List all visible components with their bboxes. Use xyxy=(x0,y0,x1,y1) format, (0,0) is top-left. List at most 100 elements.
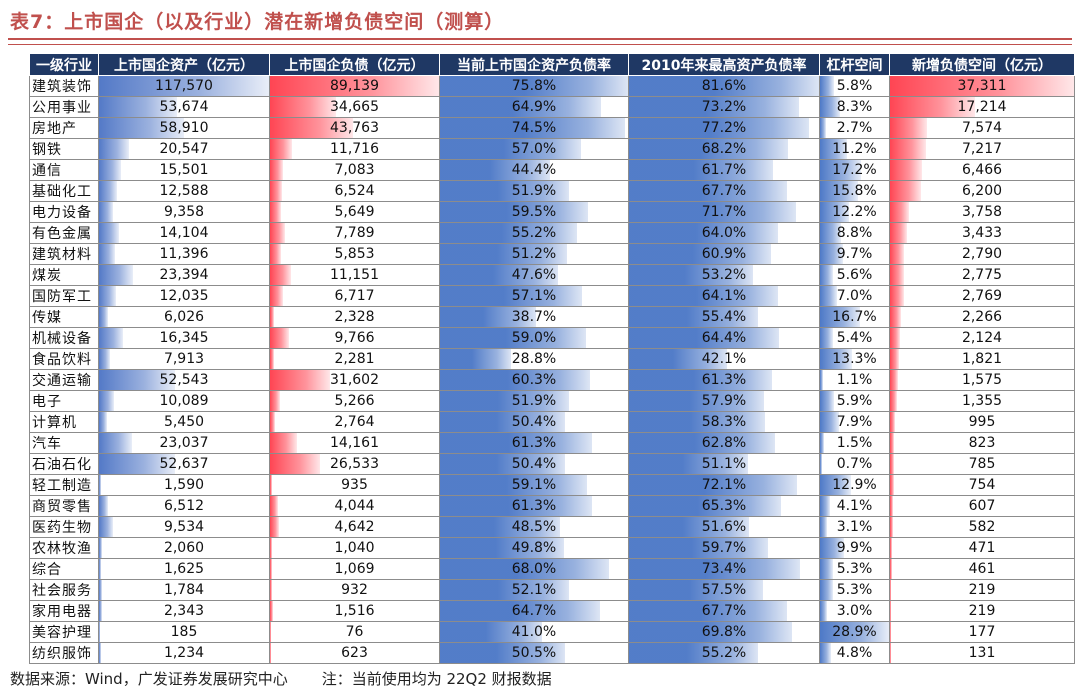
cell-value: 55.2% xyxy=(511,225,557,241)
data-bar-assets xyxy=(99,496,109,516)
cell-ratio: 48.5% xyxy=(439,516,629,538)
data-bar-ratio xyxy=(440,349,512,369)
data-bar-new-debt xyxy=(890,181,921,201)
table-row: 钢铁 20,547 11,716 57.0% 68.2% 11.2% 7,217 xyxy=(29,138,1075,160)
data-bar-liabilities xyxy=(270,223,285,243)
data-bar-liabilities xyxy=(270,643,272,663)
cell-new-debt: 6,200 xyxy=(889,180,1075,202)
cell-value: 995 xyxy=(968,414,996,430)
data-bar-new-debt xyxy=(890,391,897,411)
cell-value: 61.3% xyxy=(511,498,557,514)
data-bar-liabilities xyxy=(270,286,283,306)
cell-value: 7,913 xyxy=(163,351,205,367)
cell-value: 5,450 xyxy=(163,414,205,430)
cell-ratio: 51.2% xyxy=(439,243,629,265)
cell-value: 43,763 xyxy=(330,120,379,136)
data-bar-assets xyxy=(99,517,113,537)
data-bar-liabilities xyxy=(270,601,273,621)
data-bar-assets xyxy=(99,559,102,579)
cell-value: 9,534 xyxy=(163,519,205,535)
cell-value: 38.7% xyxy=(511,309,557,325)
cell-new-debt: 219 xyxy=(889,579,1075,601)
data-bar-liabilities xyxy=(270,412,276,432)
data-bar-new-debt xyxy=(890,118,928,138)
header-col-leverage: 杠杆空间 xyxy=(819,53,890,76)
header-col-liabilities: 上市国企负债（亿元） xyxy=(269,53,440,76)
cell-value: 11,716 xyxy=(330,141,379,157)
cell-liabilities: 5,266 xyxy=(269,390,440,412)
cell-value: 461 xyxy=(968,561,996,577)
cell-industry: 传媒 xyxy=(29,306,99,328)
cell-value: 67.7% xyxy=(701,183,747,199)
cell-value: 67.7% xyxy=(701,603,747,619)
cell-max-ratio: 73.4% xyxy=(628,558,820,580)
cell-leverage: 11.2% xyxy=(819,138,890,160)
cell-value: 2.7% xyxy=(836,120,873,136)
cell-value: 2,060 xyxy=(163,540,205,556)
data-bar-assets xyxy=(99,223,120,243)
cell-value: 55.4% xyxy=(701,309,747,325)
cell-value: 57.9% xyxy=(701,393,747,409)
cell-new-debt: 7,217 xyxy=(889,138,1075,160)
cell-new-debt: 461 xyxy=(889,558,1075,580)
cell-leverage: 2.7% xyxy=(819,117,890,139)
cell-liabilities: 1,516 xyxy=(269,600,440,622)
table-row: 基础化工 12,588 6,524 51.9% 67.7% 15.8% 6,200 xyxy=(29,180,1075,202)
cell-new-debt: 131 xyxy=(889,642,1075,664)
cell-value: 52,637 xyxy=(159,456,209,472)
data-bar-liabilities xyxy=(270,202,281,222)
cell-value: 14,104 xyxy=(159,225,209,241)
cell-assets: 2,343 xyxy=(98,600,270,622)
data-bar-liabilities xyxy=(270,244,282,264)
cell-value: 69.8% xyxy=(701,624,747,640)
cell-value: 5,853 xyxy=(334,246,375,262)
cell-value: 75.8% xyxy=(511,78,557,94)
cell-industry: 建筑材料 xyxy=(29,243,99,265)
title-divider-thin xyxy=(8,44,1072,45)
cell-value: 9.9% xyxy=(836,540,873,556)
cell-ratio: 57.0% xyxy=(439,138,629,160)
data-bar-ratio xyxy=(440,139,582,159)
cell-value: 12,035 xyxy=(159,288,209,304)
table-row: 农林牧渔 2,060 1,040 49.8% 59.7% 9.9% 471 xyxy=(29,537,1075,559)
footer-note: 注：当前使用均为 22Q2 财报数据 xyxy=(321,670,552,688)
cell-value: 1,069 xyxy=(334,561,375,577)
cell-max-ratio: 64.4% xyxy=(628,327,820,349)
cell-value: 6,466 xyxy=(961,162,1003,178)
table-row: 建筑装饰 117,570 89,139 75.8% 81.6% 5.8% 37,311 xyxy=(29,75,1075,97)
cell-value: 5.3% xyxy=(836,582,873,598)
cell-value: 68.2% xyxy=(701,141,747,157)
data-bar-new-debt xyxy=(890,559,893,579)
cell-industry: 社会服务 xyxy=(29,579,99,601)
data-bar-new-debt xyxy=(890,580,892,600)
cell-new-debt: 219 xyxy=(889,600,1075,622)
cell-liabilities: 31,602 xyxy=(269,369,440,391)
data-bar-assets xyxy=(99,202,113,222)
data-bar-liabilities xyxy=(270,349,275,369)
cell-industry: 公用事业 xyxy=(29,96,99,118)
cell-assets: 23,037 xyxy=(98,432,270,454)
cell-max-ratio: 64.0% xyxy=(628,222,820,244)
data-bar-new-debt xyxy=(890,286,904,306)
cell-value: 13.3% xyxy=(832,351,877,367)
header-col-assets: 上市国企资产（亿元） xyxy=(98,53,270,76)
cell-industry: 建筑装饰 xyxy=(29,75,99,97)
cell-value: 51.2% xyxy=(511,246,557,262)
cell-assets: 1,234 xyxy=(98,642,270,664)
cell-value: 1,590 xyxy=(163,477,205,493)
cell-value: 7.0% xyxy=(836,288,873,304)
cell-new-debt: 6,466 xyxy=(889,159,1075,181)
data-bar-liabilities xyxy=(270,538,272,558)
cell-value: 219 xyxy=(968,603,996,619)
data-bar-new-debt xyxy=(890,349,899,369)
cell-max-ratio: 69.8% xyxy=(628,621,820,643)
data-bar-ratio xyxy=(440,286,582,306)
cell-leverage: 3.0% xyxy=(819,600,890,622)
cell-leverage: 13.3% xyxy=(819,348,890,370)
table-row: 汽车 23,037 14,161 61.3% 62.8% 1.5% 823 xyxy=(29,432,1075,454)
cell-leverage: 8.8% xyxy=(819,222,890,244)
cell-ratio: 64.7% xyxy=(439,600,629,622)
cell-value: 7,789 xyxy=(334,225,375,241)
cell-value: 44.4% xyxy=(511,162,557,178)
cell-leverage: 5.3% xyxy=(819,579,890,601)
